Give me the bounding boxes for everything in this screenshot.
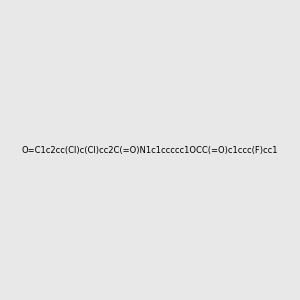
Text: O=C1c2cc(Cl)c(Cl)cc2C(=O)N1c1ccccc1OCC(=O)c1ccc(F)cc1: O=C1c2cc(Cl)c(Cl)cc2C(=O)N1c1ccccc1OCC(=…: [22, 146, 278, 154]
